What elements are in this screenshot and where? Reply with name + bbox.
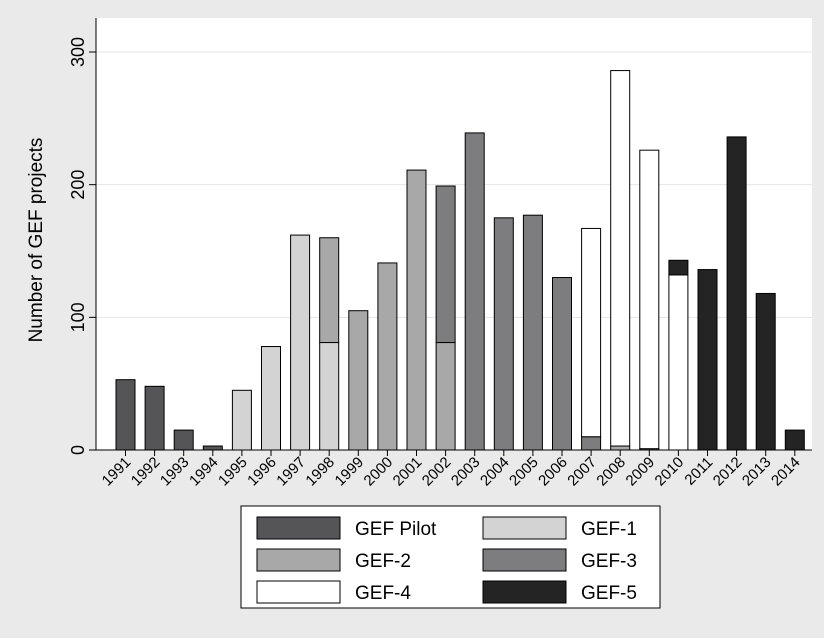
x-tick-label: 1996	[244, 454, 280, 490]
legend-swatch	[256, 548, 341, 572]
x-tick-label: 1997	[273, 454, 309, 490]
bar-segment	[610, 445, 631, 451]
legend-swatch	[256, 516, 341, 540]
x-tick-label: 2010	[652, 454, 688, 490]
bar-segment	[435, 185, 456, 344]
x-tick-label: 1998	[302, 454, 338, 490]
bar-segment	[115, 379, 136, 451]
legend-label: GEF-5	[581, 583, 637, 604]
x-axis: 1991199219931994199519961997199819992000…	[99, 450, 804, 489]
bar-segment	[319, 237, 340, 344]
bar-segment	[639, 149, 660, 450]
legend: GEF Pilot GEF-1 GEF-2 GEF-3 GEF-4 GEF-5	[240, 505, 661, 609]
x-tick-label: 1991	[99, 454, 135, 490]
x-tick-label: 2002	[419, 454, 455, 490]
x-tick-label: 2006	[535, 454, 571, 490]
legend-label: GEF Pilot	[355, 519, 437, 540]
bar-segment	[493, 217, 514, 451]
y-tick-label: 0	[68, 445, 88, 455]
x-tick-label: 2007	[564, 454, 600, 490]
x-tick-label: 2001	[390, 454, 426, 490]
bar-segment	[348, 310, 369, 451]
x-tick-label: 2012	[710, 454, 746, 490]
x-tick-label: 2009	[623, 454, 659, 490]
legend-swatch	[482, 580, 567, 604]
bar-segment	[319, 342, 340, 451]
y-tick-label: 200	[68, 170, 88, 200]
bar-segment	[581, 227, 602, 438]
x-tick-label: 2011	[681, 454, 716, 489]
legend-swatch	[482, 516, 567, 540]
bar-segment	[755, 292, 776, 451]
x-tick-label: 2014	[768, 454, 804, 490]
bar-segment	[464, 132, 485, 451]
y-axis: 0 100 200 300	[68, 37, 96, 455]
x-tick-label: 1992	[128, 454, 164, 490]
x-tick-label: 2008	[593, 454, 629, 490]
bar-segment	[668, 259, 689, 276]
bar-segment	[610, 70, 631, 447]
bar-segment	[261, 346, 281, 451]
bar-segment	[144, 385, 165, 451]
bar-segment	[377, 262, 398, 451]
legend-swatch	[256, 580, 341, 604]
y-tick-label: 100	[68, 302, 88, 332]
x-tick-label: 1999	[332, 454, 368, 490]
legend-label: GEF-1	[581, 519, 637, 540]
bar-segment	[726, 136, 747, 451]
y-tick-label: 300	[68, 37, 88, 67]
x-tick-label: 2003	[448, 454, 484, 490]
bar-segment	[406, 169, 427, 451]
bar-segment	[522, 214, 543, 451]
bar-segment	[202, 445, 223, 451]
bar-segment	[784, 429, 805, 451]
legend-label: GEF-3	[581, 551, 637, 572]
x-tick-label: 2005	[506, 454, 542, 490]
x-tick-label: 2000	[361, 454, 397, 490]
bar-segment	[552, 277, 572, 451]
x-tick-label: 1995	[215, 454, 251, 490]
y-axis-label: Number of GEF projects	[26, 138, 47, 343]
bar-segment	[697, 269, 718, 451]
bar-segment	[290, 234, 311, 451]
legend-label: GEF-2	[355, 551, 411, 572]
bar-segment	[668, 274, 689, 451]
bar-segment	[581, 436, 602, 451]
x-tick-label: 1994	[186, 454, 222, 490]
legend-swatch	[482, 548, 567, 572]
x-tick-label: 1993	[157, 454, 193, 490]
bar-segment	[173, 429, 194, 451]
bar-segment	[231, 389, 252, 451]
bar-segment	[435, 342, 456, 451]
x-tick-label: 2013	[739, 454, 775, 490]
legend-label: GEF-4	[355, 583, 411, 604]
bars	[115, 70, 805, 451]
x-tick-label: 2004	[477, 454, 513, 490]
